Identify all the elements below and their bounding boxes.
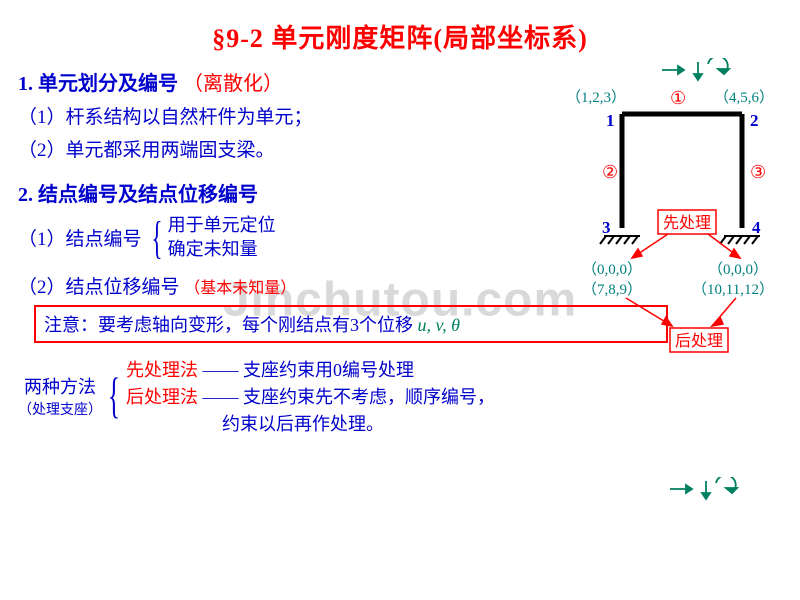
elem2: ② [602, 162, 618, 182]
dof-arrows [662, 58, 729, 80]
elem1: ① [670, 88, 686, 108]
methods-lines: 先处理法 —— 支座约束用0编号处理 后处理法 —— 支座约束先不考虑，顺序编号… [126, 355, 495, 437]
node3: 3 [602, 218, 611, 237]
post1: （7,8,9） [582, 281, 642, 298]
method2-desc2: 约束以后再作处理。 [222, 414, 384, 434]
sub1-a: 用于单元定位 [168, 213, 276, 237]
brace-icon: { [108, 373, 120, 418]
node4: 4 [752, 218, 761, 237]
post2: （10,11,12） [692, 281, 774, 298]
methods-label: 两种方法 （处理支座） [18, 373, 102, 419]
support-left [600, 236, 640, 244]
brace-icon: { [151, 217, 162, 258]
post-arrows [626, 298, 736, 326]
dof-arrows-bottom [666, 477, 746, 508]
attention-uv: u, v, θ [418, 315, 461, 335]
sub1-brace-text: 用于单元定位 确定未知量 [168, 213, 276, 262]
page-title: §9-2 单元刚度矩阵(局部坐标系) [0, 0, 800, 55]
support-right [720, 236, 760, 244]
attention-text: 注意：要考虑轴向变形，每个刚结点有3个位移 [44, 315, 413, 335]
method2-name: 后处理法 [126, 387, 198, 407]
elem3: ③ [750, 162, 766, 182]
frame-diagram: （1,2,3） （4,5,6） ① 1 2 3 4 ② ③ [502, 58, 782, 348]
section1-text: 1. 单元划分及编号 [18, 73, 178, 95]
dof-n1: （1,2,3） [566, 89, 626, 106]
method1-desc: —— 支座约束用0编号处理 [203, 360, 415, 380]
method1-name: 先处理法 [126, 360, 198, 380]
node2: 2 [750, 111, 759, 130]
method2-desc: —— 支座约束先不考虑，顺序编号， [203, 387, 496, 407]
post-label: 后处理 [675, 332, 723, 350]
dof-n2: （4,5,6） [714, 89, 774, 106]
sub1-b: 确定未知量 [168, 237, 276, 261]
diagram-svg: （1,2,3） （4,5,6） ① 1 2 3 4 ② ③ [502, 58, 782, 358]
pre-label: 先处理 [663, 214, 711, 232]
methods-block: 两种方法 （处理支座） { 先处理法 —— 支座约束用0编号处理 后处理法 ——… [18, 355, 800, 437]
sub2-annot: （基本未知量） [184, 280, 296, 297]
node1: 1 [606, 111, 615, 130]
zero2: （0,0,0） [708, 261, 768, 278]
zero1: （0,0,0） [582, 261, 642, 278]
frame-lines [622, 114, 742, 228]
sub2-label: （2）结点位移编号 [18, 277, 180, 298]
methods-label-text: 两种方法 [24, 377, 96, 397]
section1-annot: （离散化） [183, 73, 283, 95]
methods-sub: （处理支座） [18, 399, 102, 419]
sub1-label: （1）结点编号 [18, 224, 142, 251]
